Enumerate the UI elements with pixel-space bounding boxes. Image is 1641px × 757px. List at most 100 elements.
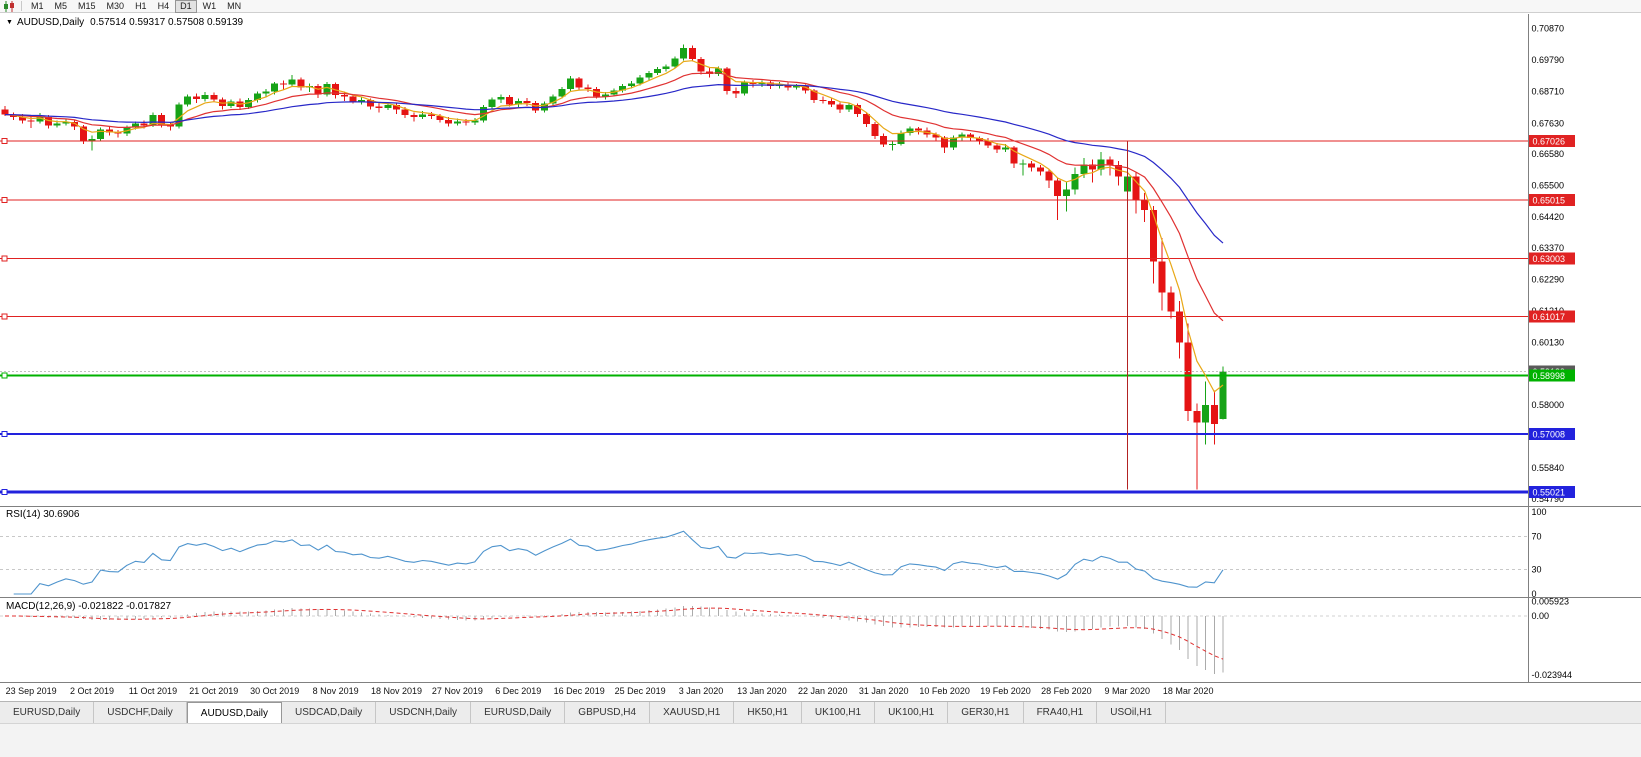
chart-tab-eurusd-daily[interactable]: EURUSD,Daily	[471, 702, 566, 723]
toolbar-separator	[21, 1, 22, 11]
date-axis-label: 16 Dec 2019	[553, 686, 605, 696]
date-axis-label: 13 Jan 2020	[737, 686, 787, 696]
svg-text:0.65500: 0.65500	[1532, 181, 1565, 191]
date-axis-label: 8 Nov 2019	[312, 686, 359, 696]
candlestick-chart-icon[interactable]	[3, 0, 16, 12]
svg-text:70: 70	[1532, 532, 1542, 542]
timeframe-button-m1[interactable]: M1	[31, 0, 44, 11]
chart-tab-eurusd-daily[interactable]: EURUSD,Daily	[0, 702, 95, 723]
chart-tab-uk100-h1[interactable]: UK100,H1	[875, 702, 949, 723]
timeframe-button-mn[interactable]: MN	[227, 0, 242, 11]
hline-anchor	[1, 196, 8, 203]
date-axis-label: 23 Sep 2019	[5, 686, 57, 696]
svg-text:0.57008: 0.57008	[1533, 429, 1566, 439]
horizontal-lines-layer[interactable]	[0, 137, 1529, 496]
hline-anchor	[1, 313, 8, 320]
date-axis-label: 9 Mar 2020	[1104, 686, 1151, 696]
chart-tab-uk100-h1[interactable]: UK100,H1	[801, 702, 876, 723]
chart-tab-ger30-h1[interactable]: GER30,H1	[948, 702, 1024, 723]
price-tag: 0.55021	[1529, 486, 1575, 499]
timeframe-button-d1[interactable]: D1	[175, 0, 197, 13]
chart-tab-gbpusd-h4[interactable]: GBPUSD,H4	[565, 702, 651, 723]
svg-text:0.62290: 0.62290	[1532, 274, 1565, 284]
svg-text:0.005923: 0.005923	[1532, 598, 1570, 606]
svg-text:0.67630: 0.67630	[1532, 118, 1565, 128]
timeframe-buttons-group: M1 M5 M15 M30 H1 H4 D1 W1 MN	[26, 0, 247, 13]
date-axis-label: 28 Feb 2020	[1041, 686, 1092, 696]
svg-text:0.68710: 0.68710	[1532, 87, 1565, 97]
date-axis-label: 19 Feb 2020	[980, 686, 1031, 696]
timeframe-button-h4[interactable]: H4	[157, 0, 170, 11]
hline-anchor	[1, 372, 8, 379]
macd-indicator-label: MACD(12,26,9) -0.021822 -0.017827	[6, 601, 172, 612]
macd-panel-chart[interactable]: 0.005923 0.00 -0.023944	[0, 598, 1641, 683]
date-axis-label: 2 Oct 2019	[69, 686, 115, 696]
timeframe-toolbar: M1 M5 M15 M30 H1 H4 D1 W1 MN	[0, 0, 1641, 13]
status-bar	[0, 723, 1641, 757]
svg-text:0.63003: 0.63003	[1533, 254, 1566, 264]
timeframe-button-m30[interactable]: M30	[106, 0, 125, 11]
svg-text:0.55840: 0.55840	[1532, 463, 1565, 473]
ma-medium-line	[4, 72, 1224, 322]
hline-anchor	[1, 255, 8, 262]
ma-slow-line	[4, 83, 1224, 244]
date-axis-label: 21 Oct 2019	[189, 686, 239, 696]
chart-tab-xauusd-h1[interactable]: XAUUSD,H1	[650, 702, 735, 723]
hline-anchor	[1, 430, 8, 437]
date-axis-label: 11 Oct 2019	[128, 686, 178, 696]
svg-text:0: 0	[1532, 589, 1537, 598]
candles-layer	[1, 44, 1227, 490]
date-axis-label: 18 Mar 2020	[1162, 686, 1214, 696]
hline-anchor	[1, 137, 8, 144]
hline-anchor	[1, 489, 8, 496]
date-axis[interactable]: 23 Sep 2019 2 Oct 2019 11 Oct 2019 21 Oct 2…	[0, 683, 1528, 700]
date-axis-label: 30 Oct 2019	[250, 686, 300, 696]
svg-text:-0.023944: -0.023944	[1532, 670, 1573, 680]
price-tag: 0.63003	[1529, 252, 1575, 265]
rsi-indicator-label: RSI(14) 30.6906	[6, 509, 80, 520]
timeframe-button-m15[interactable]: M15	[78, 0, 96, 11]
date-axis-label: 25 Dec 2019	[614, 686, 666, 696]
timeframe-button-m5[interactable]: M5	[54, 0, 68, 11]
svg-text:0.66580: 0.66580	[1532, 149, 1565, 159]
svg-text:0.58000: 0.58000	[1532, 400, 1565, 410]
svg-text:100: 100	[1532, 507, 1547, 517]
svg-text:0.69790: 0.69790	[1532, 55, 1565, 65]
chart-tab-usdcnh-daily[interactable]: USDCNH,Daily	[376, 702, 472, 723]
timeframe-button-w1[interactable]: W1	[202, 0, 217, 11]
price-tag: 0.58998	[1529, 369, 1575, 382]
svg-text:0.55021: 0.55021	[1533, 488, 1566, 498]
chart-menu-icon[interactable]: ▼	[6, 19, 13, 26]
chart-tab-usdchf-daily[interactable]: USDCHF,Daily	[94, 702, 187, 723]
svg-text:0.61017: 0.61017	[1533, 312, 1566, 322]
chart-tab-bar: EURUSD,Daily USDCHF,Daily AUDUSD,Daily USDC…	[0, 701, 1641, 723]
svg-text:0.00: 0.00	[1532, 611, 1550, 621]
timeframe-button-h1[interactable]: H1	[135, 0, 147, 11]
chart-tab-usdcad-daily[interactable]: USDCAD,Daily	[282, 702, 377, 723]
svg-text:0.63370: 0.63370	[1532, 243, 1565, 253]
chart-tab-fra40-h1[interactable]: FRA40,H1	[1023, 702, 1098, 723]
macd-signal-line	[5, 607, 1224, 660]
svg-text:0.65015: 0.65015	[1533, 195, 1566, 205]
chart-symbol-label: AUDUSD,Daily	[16, 17, 85, 28]
svg-text:0.58998: 0.58998	[1533, 371, 1566, 381]
chart-tab-usoil-h1[interactable]: USOil,H1	[1097, 702, 1166, 723]
date-axis-label: 18 Nov 2019	[370, 686, 423, 696]
date-axis-label: 10 Feb 2020	[919, 686, 970, 696]
macd-histogram	[13, 605, 1224, 674]
chart-tab-hk50-h1[interactable]: HK50,H1	[734, 702, 802, 723]
chart-tab-audusd-daily[interactable]: AUDUSD,Daily	[186, 702, 283, 723]
chart-title: ▼ AUDUSD,Daily 0.57514 0.59317 0.57508 0.5…	[6, 17, 243, 28]
date-axis-label: 22 Jan 2020	[798, 686, 848, 696]
svg-text:0.60130: 0.60130	[1532, 338, 1565, 348]
price-tag: 0.67026	[1529, 134, 1575, 147]
macd-axis-labels: 0.005923 0.00 -0.023944	[1532, 598, 1573, 680]
rsi-line	[13, 530, 1224, 595]
price-tag: 0.61017	[1529, 310, 1575, 323]
date-axis-label: 3 Jan 2020	[678, 686, 724, 696]
date-axis-label: 27 Nov 2019	[431, 686, 483, 696]
rsi-panel-chart[interactable]: 100 70 30 0	[0, 507, 1641, 598]
svg-text:0.70870: 0.70870	[1532, 24, 1565, 34]
chart-ohlc-values: 0.57514 0.59317 0.57508 0.59139	[90, 17, 244, 28]
main-price-chart[interactable]: 0.70870 0.69790 0.68710 0.67630 0.66580 0.655…	[0, 14, 1641, 507]
